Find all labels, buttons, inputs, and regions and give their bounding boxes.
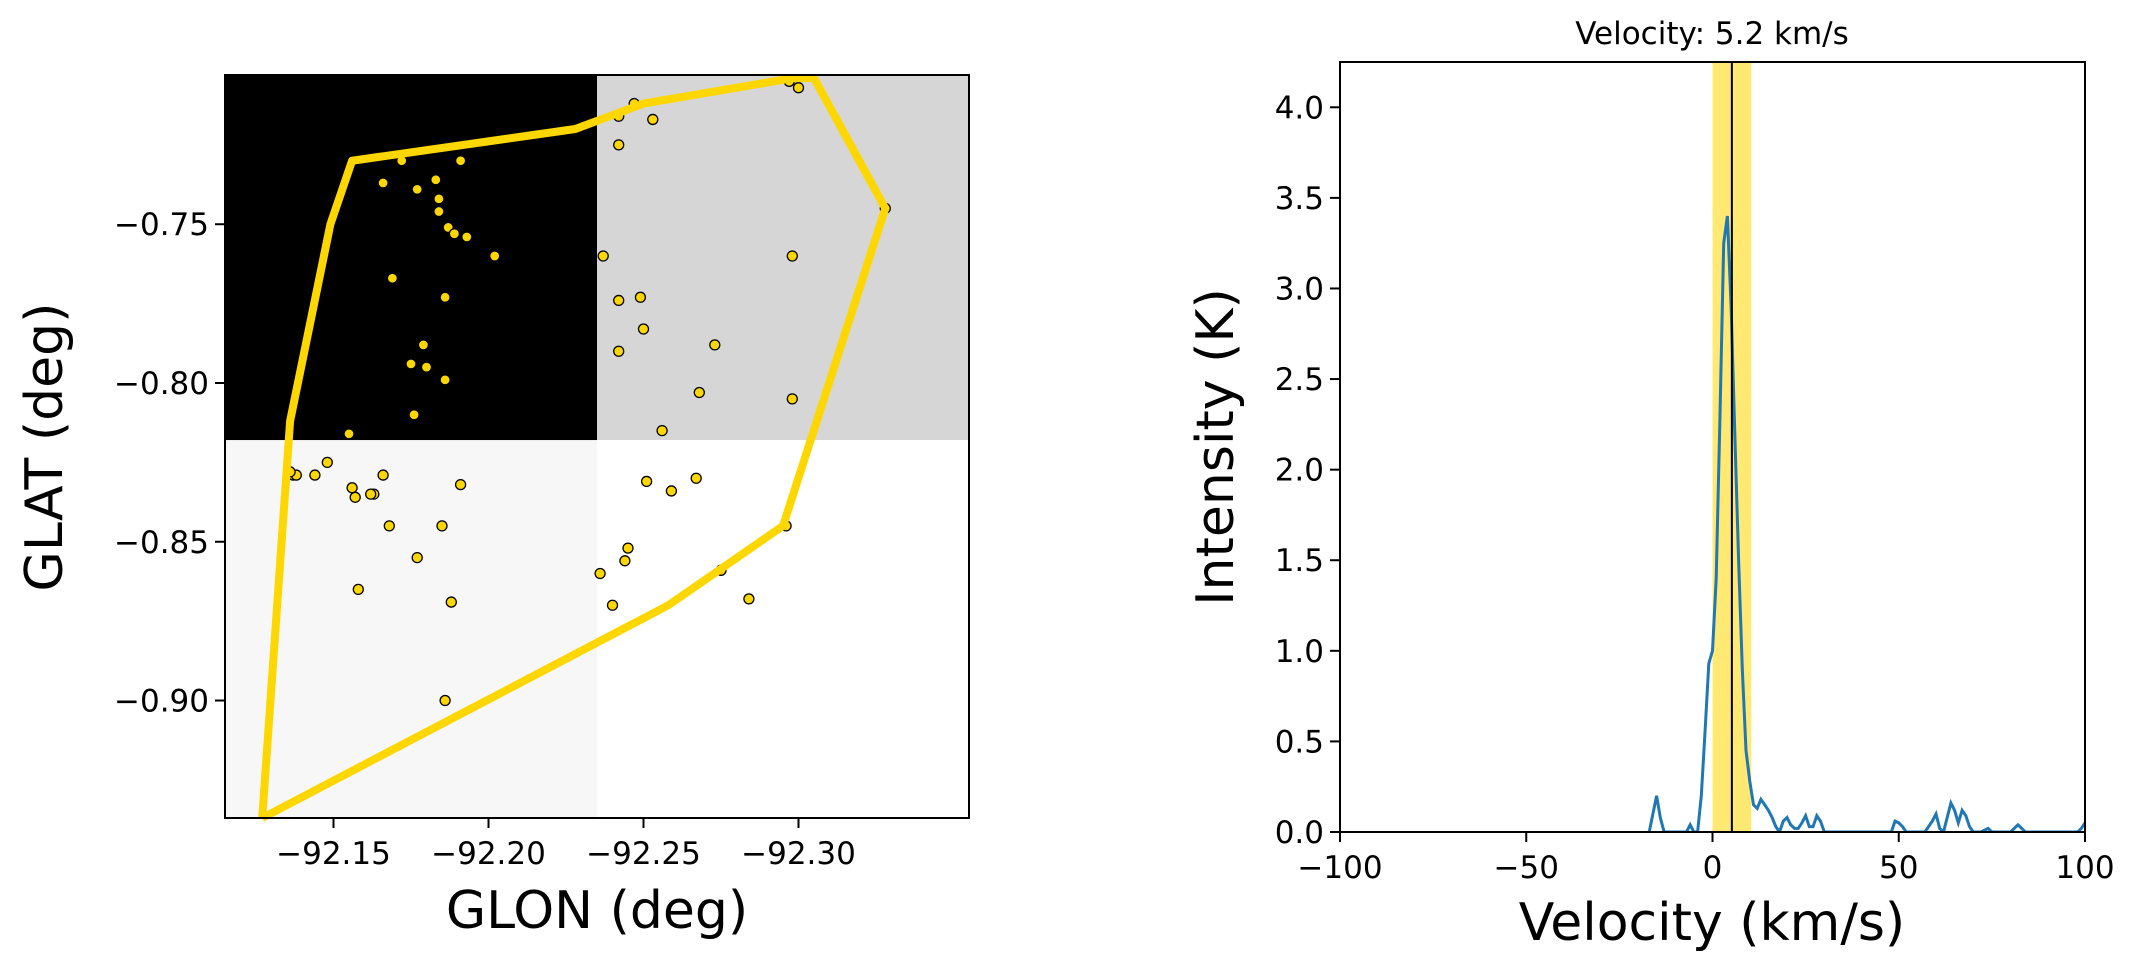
map-x-tick-label: −92.15 [276,836,391,872]
map-y-tick-label: −0.75 [114,207,209,243]
map-scatter-point [606,599,619,611]
map-scatter-point [640,475,653,488]
map-scatter-point [411,183,423,195]
map-contour-polygon [258,74,890,822]
map-scatter-point [439,374,451,386]
map-scatter-point [386,272,399,284]
map-scatter-point [619,555,631,567]
map-scatter-point [448,228,461,240]
spectrum-y-tick-label: 2.0 [1275,453,1324,489]
spectrum-x-tick-label: 50 [1879,850,1918,886]
map-y-tick-label: −0.80 [114,366,209,402]
map-scatter-point [454,478,467,491]
map-axes-frame [224,74,970,819]
spectrum-y-tick-label: 3.5 [1275,181,1324,217]
map-scatter-point [433,193,445,205]
spectrum-y-tick-label: 2.5 [1275,362,1324,398]
map-background-tile [597,440,969,818]
map-scatter-point [489,250,501,262]
map-scatter-point [597,250,609,262]
map-scatter-points [284,75,891,707]
map-scatter-point [405,358,417,370]
map-scatter-point [377,177,389,189]
map-scatter-point [352,583,364,596]
map-scatter-point [693,386,705,399]
map-scatter-point [436,520,448,532]
spectrum-x-tick-label: 0 [1703,850,1723,886]
map-scatter-point [656,424,668,437]
map-background-tile [225,75,597,441]
map-scatter-point [622,542,634,554]
map-scatter-point [637,323,650,335]
map-x-tick-label: −92.30 [741,836,856,872]
map-scatter-point [430,174,442,186]
map-x-tick-label: −92.25 [586,836,701,872]
map-scatter-point [309,469,321,481]
map-scatter-point [594,567,606,580]
map-scatter-point [349,491,361,503]
spectrum-x-tick-label: −100 [1297,850,1382,886]
map-scatter-point [408,409,420,421]
map-scatter-point [417,339,430,351]
map-panel: −92.15 −92.20 −92.25 −92.30 −0.75 −0.80 −0.85… [15,74,970,941]
map-scatter-point [665,485,678,497]
spectrum-x-ticks: −100 −50 0 50 100 [1297,832,2115,886]
map-y-tick-label: −0.90 [114,684,209,720]
spectrum-y-ticks: 0.0 0.5 1.0 1.5 2.0 2.5 3.0 3.5 4.0 [1275,90,1340,851]
map-scatter-point [346,482,358,494]
spectrum-panel: −100 −50 0 50 100 0.0 0.5 1.0 1.5 2.0 2.5 3.0 3.5 4.… [1186,16,2115,953]
map-x-ticks: −92.15 −92.20 −92.25 −92.30 [276,818,856,872]
map-scatter-point [439,694,451,707]
map-scatter-point [445,596,457,608]
map-scatter-point [690,472,702,484]
map-scatter-point [321,456,333,469]
map-scatter-point [411,551,423,564]
spectrum-y-tick-label: 0.0 [1275,815,1324,851]
map-background-tile [597,75,969,441]
map-scatter-point [613,345,625,357]
map-scatter-point [743,593,755,605]
map-scatter-point [613,294,625,307]
map-scatter-point [377,469,389,481]
spectrum-y-tick-label: 1.5 [1275,543,1324,579]
map-x-tick-label: −92.20 [431,836,546,872]
map-scatter-point [786,393,798,405]
spectrum-x-axis-label: Velocity (km/s) [1519,893,1905,953]
map-scatter-point [709,339,721,351]
map-scatter-point [786,250,798,262]
map-scatter-point [613,139,625,151]
map-scatter-point [634,291,647,303]
spectrum-y-tick-label: 0.5 [1275,724,1324,760]
map-background-image [225,75,969,818]
map-scatter-point [454,155,467,167]
spectrum-x-tick-label: 100 [2055,850,2114,886]
spectrum-y-axis-label: Intensity (K) [1186,288,1246,606]
map-scatter-point [439,291,451,303]
spectrum-x-tick-label: −50 [1494,850,1559,886]
map-scatter-point [433,205,445,218]
map-scatter-point [420,361,433,373]
spectrum-y-tick-label: 1.0 [1275,634,1324,670]
map-y-axis-label: GLAT (deg) [15,303,75,592]
map-y-tick-label: −0.85 [114,525,209,561]
map-scatter-point [343,428,355,440]
map-scatter-point [461,231,473,243]
map-scatter-point [365,488,377,500]
map-scatter-point [792,82,805,94]
spectrum-title: Velocity: 5.2 km/s [1575,16,1849,52]
spectrum-y-tick-label: 4.0 [1275,90,1324,126]
map-scatter-point [383,520,395,532]
map-y-ticks: −0.75 −0.80 −0.85 −0.90 [114,207,225,720]
map-scatter-point [647,113,659,126]
spectrum-y-tick-label: 3.0 [1275,271,1324,307]
map-x-axis-label: GLON (deg) [446,881,748,941]
